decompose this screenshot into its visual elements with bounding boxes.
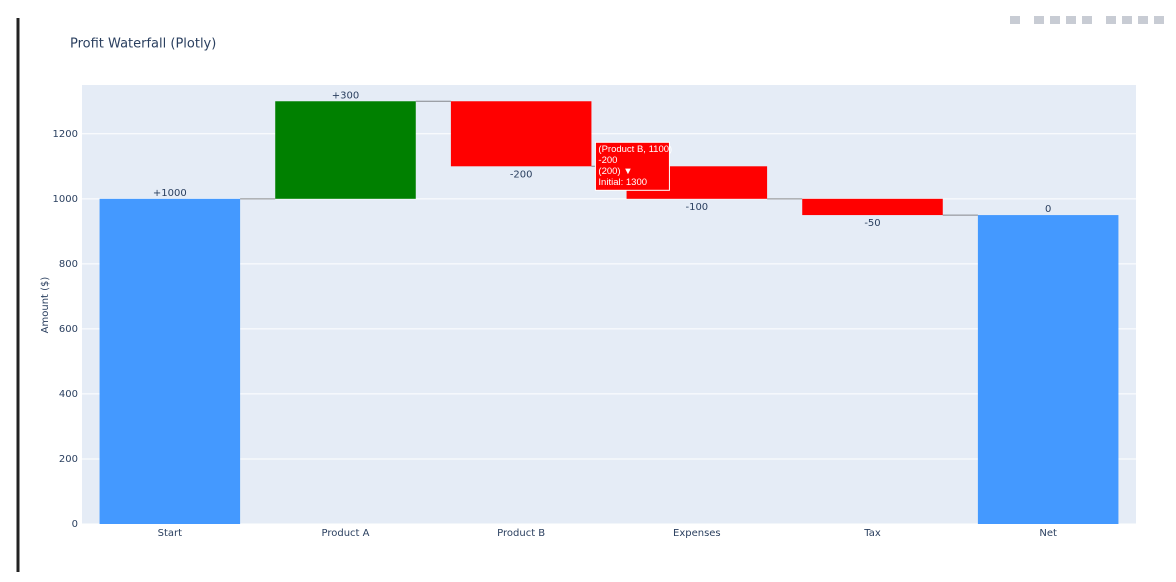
modebar-icon[interactable]	[1066, 16, 1076, 24]
value-label: -200	[510, 169, 533, 180]
modebar-icon[interactable]	[1034, 16, 1044, 24]
bar	[802, 198, 943, 216]
value-label: 0	[1045, 204, 1051, 215]
modebar-icon[interactable]	[1138, 16, 1148, 24]
modebar-icon[interactable]	[1122, 16, 1132, 24]
modebar-icon[interactable]	[1050, 16, 1060, 24]
bar	[275, 101, 416, 199]
tooltip-line: -200	[598, 155, 617, 166]
modebar-icon[interactable]	[1082, 16, 1092, 24]
tooltip-line: Initial: 1300	[598, 177, 647, 188]
modebar	[1010, 16, 1164, 24]
value-label: +300	[332, 90, 359, 101]
x-tick-label: Net	[1039, 528, 1057, 539]
value-label: -50	[864, 218, 880, 229]
value-label: +1000	[153, 188, 187, 199]
bar	[99, 198, 241, 524]
y-tick-label: 1000	[53, 194, 78, 205]
modebar-icon[interactable]	[1010, 16, 1020, 24]
tooltip-line: (Product B, 1100)	[598, 144, 672, 155]
x-tick-label: Product A	[322, 528, 370, 539]
y-tick-label: 200	[59, 454, 78, 465]
y-tick-label: 1200	[53, 129, 78, 140]
modebar-icon[interactable]	[1154, 16, 1164, 24]
bar	[450, 101, 592, 167]
y-tick-label: 600	[59, 324, 78, 335]
y-tick-label: 0	[72, 519, 78, 530]
y-axis-label: Amount ($)	[40, 277, 51, 334]
x-tick-label: Tax	[863, 528, 881, 539]
bar	[977, 215, 1119, 524]
x-tick-label: Product B	[497, 528, 545, 539]
y-tick-label: 400	[59, 389, 78, 400]
x-tick-label: Start	[158, 528, 183, 539]
x-tick-label: Expenses	[673, 528, 721, 539]
modebar-icon[interactable]	[1106, 16, 1116, 24]
tooltip: (Product B, 1100)-200(200) ▼Initial: 130…	[594, 141, 672, 191]
tooltip-box	[594, 141, 670, 191]
chart-title: Profit Waterfall (Plotly)	[70, 37, 216, 52]
tooltip-line: (200) ▼	[598, 166, 632, 177]
y-tick-label: 800	[59, 259, 78, 270]
value-label: -100	[685, 202, 708, 213]
